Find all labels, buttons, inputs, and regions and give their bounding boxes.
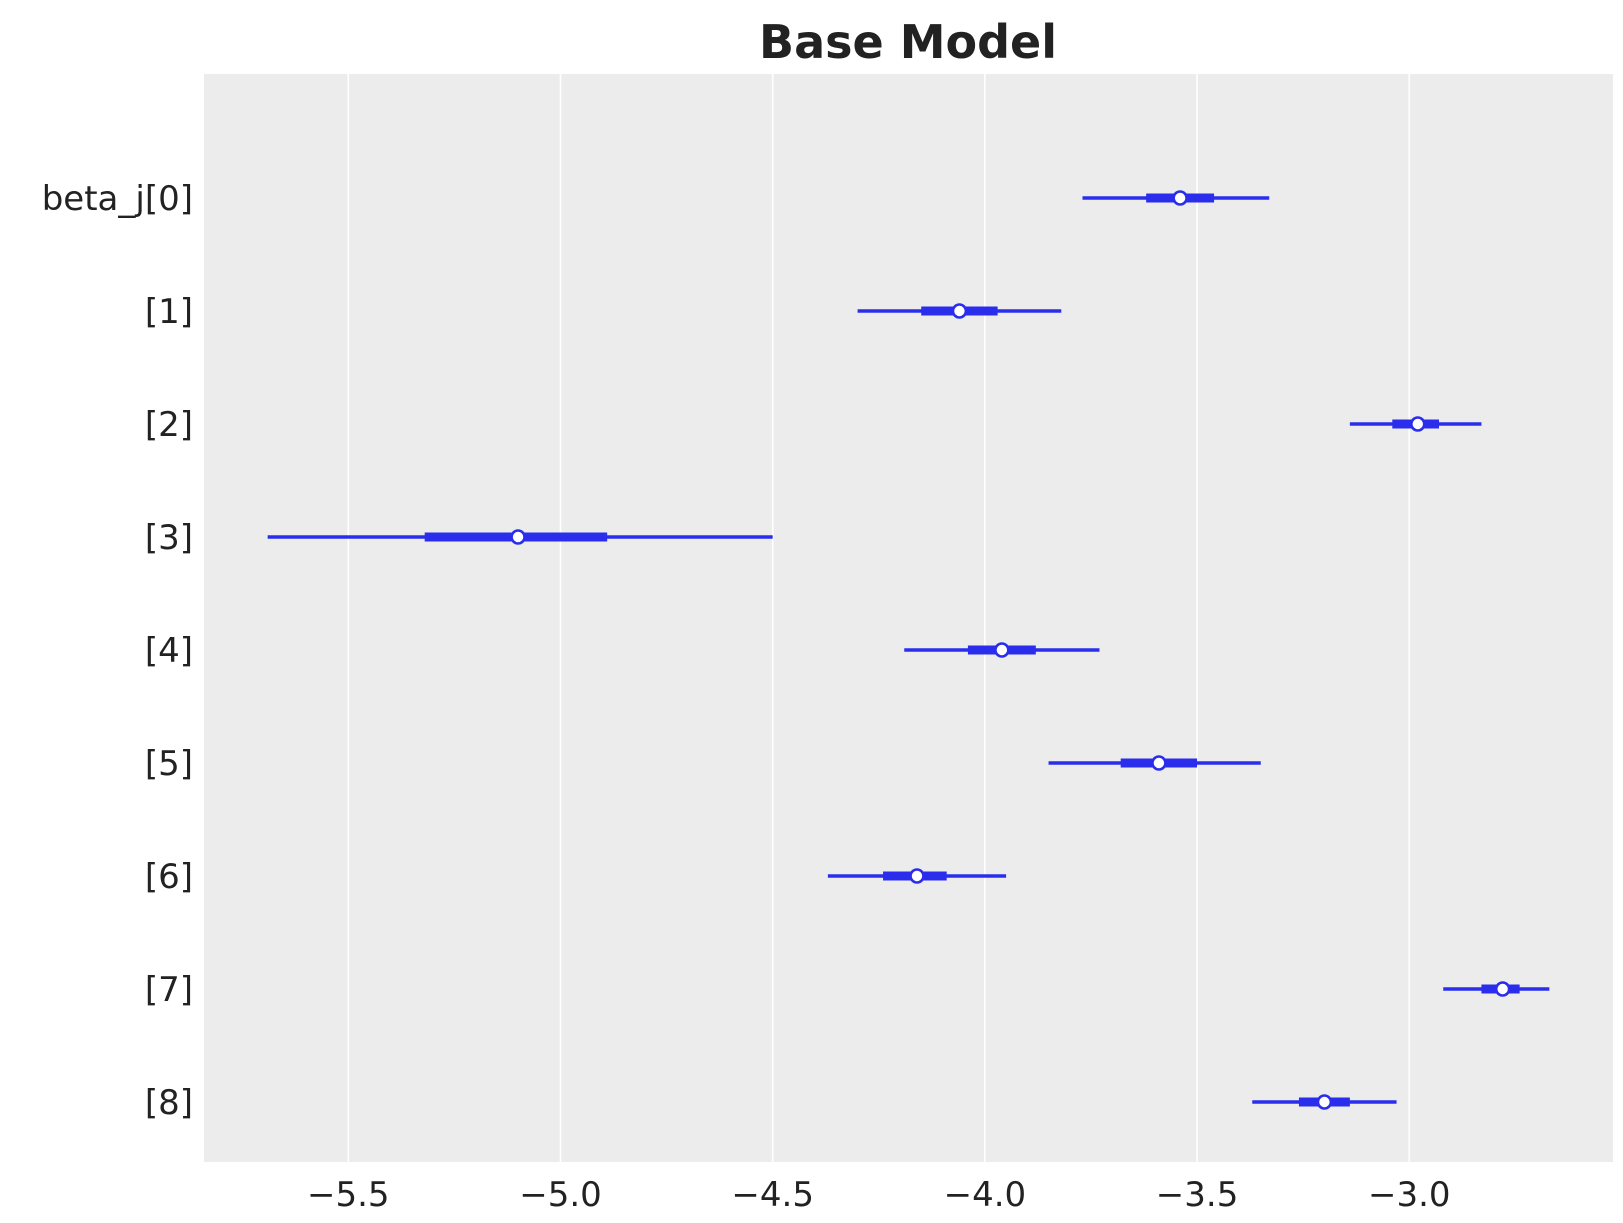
y-tick-labels: beta_j[0] [1] [2] [3] [4] [5] [6] [7] [8]: [42, 179, 193, 1123]
y-tick-label: [2]: [145, 405, 193, 445]
y-tick-label: [6]: [145, 857, 193, 897]
mean-marker: [1172, 190, 1188, 206]
mean-marker: [1316, 1094, 1333, 1110]
gridlines: [347, 74, 1411, 1162]
y-tick-label: [4]: [145, 631, 193, 671]
y-tick-label: [7]: [145, 970, 193, 1010]
mean-marker: [1494, 981, 1511, 997]
mean-marker: [994, 642, 1010, 658]
mean-marker: [510, 529, 526, 545]
plot-area: [204, 74, 1613, 1162]
y-tick-label: [1]: [145, 292, 193, 332]
chart-title: Base Model: [759, 15, 1057, 69]
x-tick-label: −3.0: [1368, 1175, 1451, 1215]
forest-row: [904, 642, 1100, 658]
forest-row: [1048, 755, 1261, 771]
forest-row: [827, 868, 1007, 884]
mean-marker: [1151, 755, 1167, 771]
y-tick-label: [3]: [145, 518, 193, 558]
x-tick-label: −5.5: [307, 1175, 390, 1215]
x-tick-labels: −5.5 −5.0 −4.5 −4.0 −3.5 −3.0: [307, 1175, 1451, 1215]
x-tick-label: −5.0: [519, 1175, 602, 1215]
mean-marker: [951, 303, 968, 319]
forest-row: [1443, 981, 1550, 997]
forest-row: [1349, 416, 1482, 432]
forest-row: [267, 529, 773, 545]
y-tick-label: [5]: [145, 744, 193, 784]
forest-row: [857, 303, 1062, 319]
y-tick-label: [8]: [145, 1083, 193, 1123]
mean-marker: [909, 868, 925, 884]
x-tick-label: −3.5: [1156, 1175, 1239, 1215]
forest-row: [1252, 1094, 1397, 1110]
forest-row: [1082, 190, 1270, 206]
y-tick-label: beta_j[0]: [42, 179, 193, 219]
x-tick-label: −4.5: [731, 1175, 814, 1215]
forest-rows: [267, 190, 1550, 1110]
mean-marker: [1409, 416, 1426, 432]
x-tick-label: −4.0: [944, 1175, 1027, 1215]
